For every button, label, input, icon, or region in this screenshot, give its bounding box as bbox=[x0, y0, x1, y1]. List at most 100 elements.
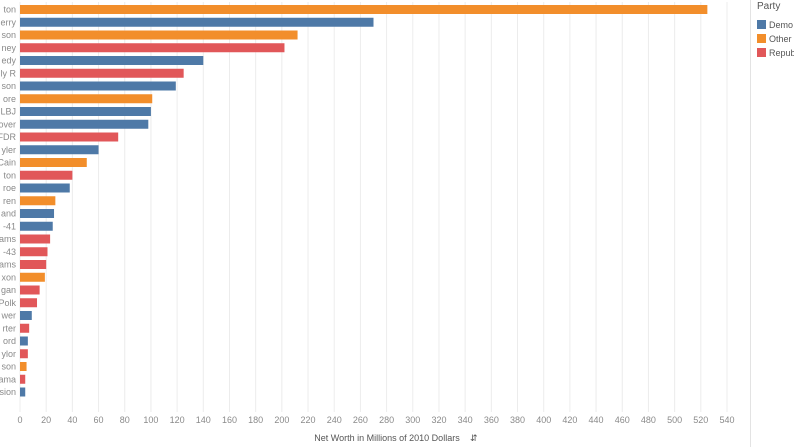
x-tick-label: 500 bbox=[667, 415, 682, 425]
x-tick-label: 180 bbox=[248, 415, 263, 425]
category-label: erry bbox=[1, 17, 17, 27]
x-tick-label: 20 bbox=[41, 415, 51, 425]
bar[interactable] bbox=[20, 94, 153, 104]
x-tick-label: 100 bbox=[143, 415, 158, 425]
x-tick-label: 320 bbox=[431, 415, 446, 425]
x-tick-label: 40 bbox=[67, 415, 77, 425]
x-tick-label: 120 bbox=[170, 415, 185, 425]
bar[interactable] bbox=[20, 43, 285, 53]
bar[interactable] bbox=[20, 30, 298, 40]
x-tick-label: 460 bbox=[615, 415, 630, 425]
category-label: ams bbox=[0, 260, 16, 270]
legend-item-republican[interactable]: Repub bbox=[757, 47, 794, 59]
x-tick-label: 220 bbox=[301, 415, 316, 425]
category-label: LBJ bbox=[0, 107, 16, 117]
category-label: gan bbox=[1, 285, 16, 295]
x-tick-label: 360 bbox=[484, 415, 499, 425]
category-label-layer: ton erry son ney edy ly R son ore LBJ over FDR yler… bbox=[0, 5, 17, 398]
bar[interactable] bbox=[20, 196, 56, 206]
bar[interactable] bbox=[20, 119, 149, 129]
bar[interactable] bbox=[20, 247, 48, 257]
legend-title: Party bbox=[757, 1, 781, 12]
category-label: ore bbox=[3, 94, 16, 104]
bar[interactable] bbox=[20, 81, 176, 91]
x-tick-label: 160 bbox=[222, 415, 237, 425]
x-axis-title: Net Worth in Millions of 2010 Dollars bbox=[314, 433, 460, 443]
bar[interactable] bbox=[20, 17, 374, 27]
bar[interactable] bbox=[20, 145, 99, 155]
category-label: son bbox=[1, 30, 16, 40]
bar[interactable] bbox=[20, 298, 38, 308]
category-label: ord bbox=[3, 336, 16, 346]
legend-swatch-republican bbox=[757, 48, 766, 57]
bar[interactable] bbox=[20, 107, 151, 116]
x-tick-label: 260 bbox=[353, 415, 368, 425]
legend-label-republican: Repub bbox=[769, 48, 794, 58]
category-label: xon bbox=[1, 272, 16, 282]
category-label: over bbox=[0, 119, 16, 129]
category-label: roe bbox=[3, 183, 16, 193]
bar[interactable] bbox=[20, 272, 45, 282]
bar[interactable] bbox=[20, 5, 708, 14]
bar-chart: ton erry son ney edy ly R son ore LBJ over FDR yler… bbox=[0, 2, 735, 443]
bar[interactable] bbox=[20, 285, 40, 295]
category-label: sion bbox=[0, 387, 16, 397]
x-tick-label: 300 bbox=[405, 415, 420, 425]
bar[interactable] bbox=[20, 374, 26, 384]
category-label: yler bbox=[1, 145, 16, 155]
x-tick-label: 440 bbox=[589, 415, 604, 425]
category-label: rter bbox=[3, 323, 17, 333]
category-label: and bbox=[1, 209, 16, 219]
x-tick-label: 380 bbox=[510, 415, 525, 425]
x-tick-label: 140 bbox=[196, 415, 211, 425]
category-label: ylor bbox=[1, 349, 16, 359]
category-label: FDR bbox=[0, 132, 16, 142]
legend-swatch-other bbox=[757, 34, 766, 43]
x-tick-label: 400 bbox=[536, 415, 551, 425]
bar[interactable] bbox=[20, 336, 28, 346]
bar[interactable] bbox=[20, 183, 70, 193]
x-tick-label: 420 bbox=[562, 415, 577, 425]
x-tick-label: 480 bbox=[641, 415, 656, 425]
bar[interactable] bbox=[20, 362, 27, 371]
bar[interactable] bbox=[20, 132, 119, 142]
bar[interactable] bbox=[20, 349, 28, 359]
bar[interactable] bbox=[20, 234, 51, 244]
bar[interactable] bbox=[20, 311, 32, 320]
category-label: ly R bbox=[1, 68, 17, 78]
legend-item-other[interactable]: Other bbox=[757, 33, 794, 45]
category-label: ton bbox=[3, 5, 16, 15]
bar[interactable] bbox=[20, 260, 47, 269]
x-tick-label: 0 bbox=[17, 415, 22, 425]
bar[interactable] bbox=[20, 68, 184, 78]
sort-icon[interactable]: ⇵ bbox=[470, 433, 478, 443]
category-label: son bbox=[1, 81, 16, 91]
x-tick-label: 520 bbox=[693, 415, 708, 425]
x-tick-layer: 0 20 40 60 80 100 120 140 160 180 200 220 240 260 280 3… bbox=[17, 415, 734, 425]
category-label: ren bbox=[3, 196, 16, 206]
x-tick-label: 80 bbox=[120, 415, 130, 425]
bar[interactable] bbox=[20, 158, 87, 167]
legend-swatch-democratic bbox=[757, 20, 766, 29]
x-tick-label: 240 bbox=[327, 415, 342, 425]
bar-layer bbox=[20, 5, 708, 397]
bar[interactable] bbox=[20, 323, 30, 333]
x-tick-label: 60 bbox=[94, 415, 104, 425]
x-tick-label: 540 bbox=[719, 415, 734, 425]
category-label: son bbox=[1, 362, 16, 372]
legend-item-democratic[interactable]: Demo bbox=[757, 19, 794, 31]
bar[interactable] bbox=[20, 387, 26, 397]
bar[interactable] bbox=[20, 56, 204, 65]
bar[interactable] bbox=[20, 209, 55, 218]
category-label: edy bbox=[1, 56, 16, 66]
legend-label-other: Other bbox=[769, 34, 792, 44]
category-label: ams bbox=[0, 234, 16, 244]
legend-panel: Party Demo Other Repub bbox=[750, 0, 794, 447]
category-label: ney bbox=[1, 43, 16, 53]
chart-svg: ton erry son ney edy ly R son ore LBJ over FDR yler… bbox=[0, 2, 735, 443]
category-label: -41 bbox=[3, 221, 16, 231]
bar[interactable] bbox=[20, 221, 53, 231]
x-tick-label: 340 bbox=[458, 415, 473, 425]
category-label: Cain bbox=[0, 158, 16, 168]
bar[interactable] bbox=[20, 170, 73, 180]
